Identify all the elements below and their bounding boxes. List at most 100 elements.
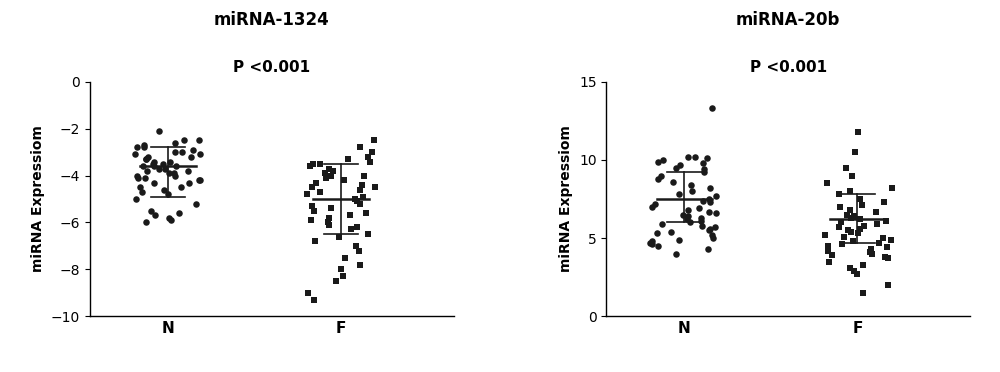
Point [352,187,368,193]
Point [188,201,204,207]
Point [842,188,858,194]
Point [644,238,660,244]
Point [696,170,712,176]
Point [333,266,349,272]
Point [846,268,862,274]
Point [693,215,709,221]
Point [650,176,666,182]
Point [705,235,721,241]
Point [360,231,376,237]
Point [655,157,671,163]
Point [323,205,339,211]
Point [671,237,687,243]
Point [863,246,879,252]
Point [650,243,666,249]
Text: miRNA-20b: miRNA-20b [736,11,840,29]
Point [675,212,691,218]
Point [349,224,365,230]
Point [852,226,868,232]
Point [702,199,718,205]
Point [836,234,852,240]
Point [871,240,887,246]
Point [191,137,207,143]
Point [364,149,380,155]
Point [167,173,183,179]
Point [173,184,189,190]
Point [879,244,895,250]
Point [849,271,865,277]
Point [140,154,156,160]
Point [136,142,152,148]
Point [162,158,178,164]
Point [704,232,720,238]
Point [876,199,892,205]
Point [708,193,724,199]
Point [684,188,700,194]
Point [358,210,374,216]
Point [856,222,872,228]
Point [176,137,192,143]
Point [817,232,833,238]
Point [665,179,681,185]
Point [167,149,183,155]
Point [145,161,161,167]
Point [701,227,717,233]
Point [671,191,687,197]
Point [156,187,172,193]
Y-axis label: miRNA Expressiom: miRNA Expressiom [31,126,45,272]
Point [650,158,666,164]
Point [185,147,201,153]
Point [136,144,152,150]
Point [183,154,199,160]
Point [839,212,855,218]
Point [129,173,145,179]
Point [151,128,167,134]
Point [135,163,151,169]
Point [832,204,848,210]
Point [146,180,162,186]
Point [129,144,145,150]
Point [702,185,718,191]
Point [695,160,711,166]
Point [305,161,321,167]
Point [699,155,715,161]
Point [862,249,878,255]
Point [138,156,154,162]
Point [167,140,183,146]
Point [317,170,333,176]
Point [166,170,182,176]
Point [174,149,190,155]
Point [884,185,900,191]
Point [653,173,669,179]
Point [161,170,177,176]
Point [842,207,858,213]
Point [695,198,711,203]
Point [320,219,336,225]
Point [855,290,871,296]
Point [304,203,320,209]
Point [875,235,891,241]
Point [846,213,862,219]
Point [847,149,863,155]
Point [644,204,660,210]
Point [328,278,344,284]
Point [819,180,835,186]
Point [307,238,323,244]
Point [831,224,847,230]
Point [654,221,670,227]
Point [868,209,884,215]
Point [331,234,347,240]
Point [342,212,358,218]
Point [644,241,660,247]
Point [682,219,698,225]
Point [312,189,328,195]
Point [321,166,337,171]
Point [680,207,696,213]
Point [127,151,143,157]
Point [877,254,893,260]
Point [883,237,899,243]
Point [161,215,177,221]
Point [303,217,319,223]
Point [880,256,896,262]
Point [143,208,159,214]
